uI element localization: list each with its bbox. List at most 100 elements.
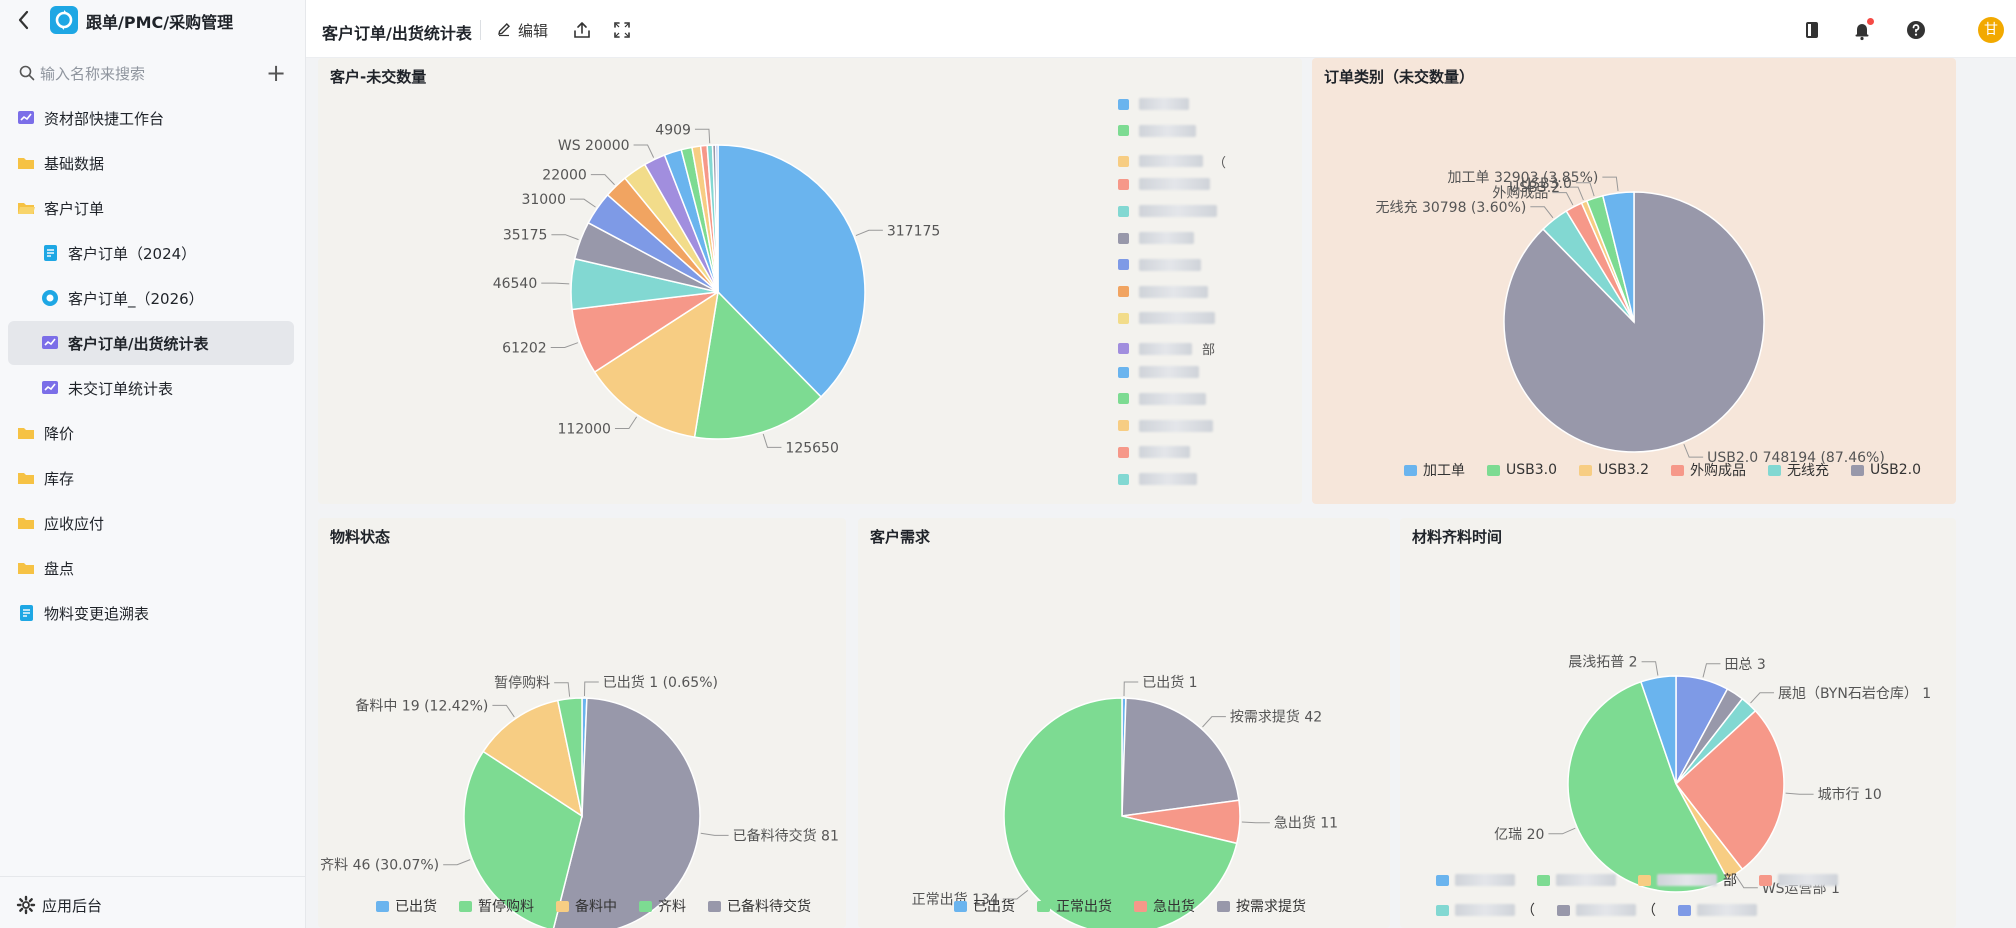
sidebar-item-2[interactable]: 客户订单 [8,186,294,230]
legend-item[interactable]: 加工单 [1404,460,1465,480]
legend-item[interactable]: 已出货 [954,896,1015,916]
chart-legend: 已出货 暂停购料 备料中 齐料 已备料待交货 [376,896,811,916]
pie-slice[interactable] [1121,697,1240,817]
label-leader-line [1564,186,1584,201]
legend-swatch [954,900,967,912]
redacted-text [1139,446,1190,459]
legend-item[interactable] [1118,392,1206,405]
legend-item[interactable] [1678,900,1757,920]
sidebar-item-10[interactable]: 盘点 [8,546,294,590]
legend-item[interactable] [1118,98,1189,110]
legend-item[interactable]: 无线充 [1768,460,1829,480]
legend-item[interactable] [1118,285,1208,298]
pie-slice[interactable] [1674,709,1785,871]
legend-item[interactable]: 已备料待交货 [708,896,811,916]
pie-slice[interactable] [1503,191,1765,453]
pie-slice[interactable] [715,144,719,293]
book-icon[interactable] [1800,18,1824,42]
help-icon[interactable] [1904,18,1928,42]
legend-swatch [1037,900,1050,912]
legend-item[interactable]: USB3.0 [1487,460,1557,480]
legend-item[interactable] [1118,178,1210,191]
pencil-icon [498,23,510,37]
sidebar-item-label: 基础数据 [44,155,105,173]
search-input[interactable] [40,60,260,88]
legend-swatch [1217,900,1230,912]
legend-swatch [1118,178,1129,190]
legend-item[interactable]: 急出货 [1134,896,1195,916]
redacted-text [1139,178,1210,191]
table-icon [40,243,60,263]
redacted-text [1139,155,1203,168]
legend-item[interactable]: 备料中 [556,896,617,916]
add-icon[interactable]: + [265,59,287,87]
pie-slice[interactable] [556,697,583,817]
legend-item[interactable]: 已出货 [376,896,437,916]
pie-slice[interactable] [693,290,823,440]
legend-item[interactable]: USB3.2 [1579,460,1649,480]
label-leader-line [700,832,729,836]
legend-item[interactable]: （ [1436,900,1535,920]
notification-icon[interactable] [1850,18,1874,42]
legend-item[interactable] [1118,232,1194,244]
legend-item[interactable]: 齐料 [639,896,686,916]
pie-slice[interactable] [1639,675,1677,785]
legend-item[interactable] [1118,124,1196,137]
back-icon[interactable] [12,6,36,34]
legend-item[interactable] [1118,205,1217,218]
redacted-text [1139,258,1201,271]
legend-item[interactable]: 部 [1638,870,1737,890]
legend-item[interactable] [1759,870,1838,890]
sidebar-item-1[interactable]: 基础数据 [8,141,294,185]
legend-swatch [708,900,721,912]
pie-slice[interactable] [1601,191,1635,323]
pie-slice[interactable] [593,290,720,438]
redacted-text [1139,392,1206,405]
legend-item[interactable] [1118,419,1213,432]
sidebar-item-3[interactable]: 客户订单（2024） [8,231,294,275]
legend-item[interactable]: 按需求提货 [1217,896,1306,916]
legend-label: （ [1642,903,1656,919]
pie-slice[interactable] [482,699,584,818]
sidebar-item-7[interactable]: 降价 [8,411,294,455]
sidebar-item-9[interactable]: 应收应付 [8,501,294,545]
legend-label: 正常出货 [1056,899,1112,915]
folder-icon [16,423,36,443]
chart-title: 客户-未交数量 [330,68,427,86]
pie-slice[interactable] [1567,680,1729,893]
sidebar-item-4[interactable]: 客户订单_（2026） [8,276,294,320]
legend-item[interactable]: 部 [1118,339,1215,358]
sidebar-item-label: 客户订单/出货统计表 [68,335,209,353]
sidebar-item-5[interactable]: 客户订单/出货统计表 [8,321,294,365]
pie-slice[interactable] [1003,697,1238,928]
avatar[interactable]: 甘 [1978,17,2004,43]
share-icon[interactable] [570,18,594,42]
legend-item[interactable]: 外购成品 [1671,460,1746,480]
sidebar-item-0[interactable]: 资材部快捷工作台 [8,96,294,140]
legend-item[interactable] [1118,312,1215,325]
legend-item[interactable]: USB2.0 [1851,460,1921,480]
legend-label: 部 [1202,343,1216,359]
sidebar-item-11[interactable]: 物料变更追溯表 [8,591,294,635]
fullscreen-icon[interactable] [610,18,634,42]
legend-label: 齐料 [658,899,686,915]
sidebar-item-label: 物料变更追溯表 [44,605,150,623]
legend-item[interactable] [1118,366,1199,378]
legend-item[interactable]: （ [1118,152,1226,171]
pie-slice[interactable] [717,144,866,398]
legend-item[interactable]: （ [1557,900,1656,920]
notification-badge [1867,18,1874,25]
legend-item[interactable]: 正常出货 [1037,896,1112,916]
sidebar-footer[interactable]: 应用后台 [0,876,306,928]
legend-item[interactable] [1436,870,1515,890]
legend-item[interactable]: 暂停购料 [459,896,534,916]
sidebar-item-6[interactable]: 未交订单统计表 [8,366,294,410]
legend-item[interactable] [1118,446,1190,459]
legend-item[interactable] [1118,473,1197,486]
pie-slice[interactable] [552,697,701,928]
pie-slice[interactable] [463,750,583,928]
sidebar-item-8[interactable]: 库存 [8,456,294,500]
legend-item[interactable] [1118,258,1201,271]
legend-item[interactable] [1537,870,1616,890]
